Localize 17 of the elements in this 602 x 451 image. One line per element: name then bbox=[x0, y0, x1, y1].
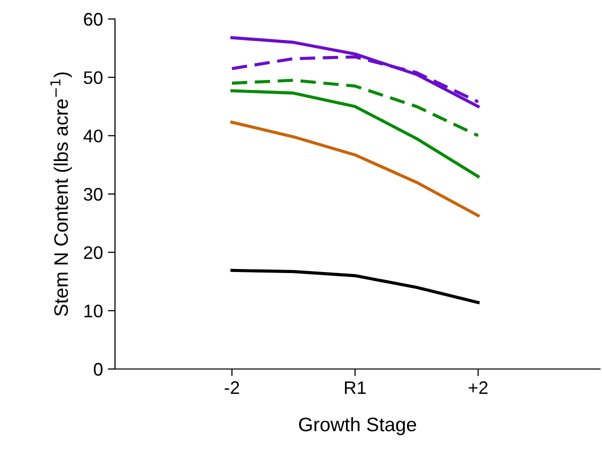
y-tick-label: 30 bbox=[84, 188, 102, 201]
y-tick-label: 60 bbox=[84, 12, 102, 26]
y-axis-title: Stem N Content (lbs acre$^{−1}$) bbox=[50, 72, 72, 316]
x-tick-label: -2 bbox=[224, 381, 240, 394]
y-tick-label: 20 bbox=[84, 246, 102, 260]
x-axis-title: Growth Stage bbox=[299, 417, 416, 436]
line-series bbox=[230, 120, 480, 218]
line-series bbox=[230, 89, 480, 178]
line-series bbox=[230, 268, 480, 304]
x-tick-label: +2 bbox=[468, 381, 488, 394]
y-tick-label: 40 bbox=[84, 130, 102, 142]
y-tick-label: 0 bbox=[94, 362, 102, 376]
line-series bbox=[230, 78, 480, 138]
line-series bbox=[230, 36, 480, 108]
y-tick-label: 50 bbox=[84, 71, 102, 84]
x-tick-label: R1 bbox=[344, 381, 366, 394]
y-tick-label: 10 bbox=[84, 304, 102, 318]
